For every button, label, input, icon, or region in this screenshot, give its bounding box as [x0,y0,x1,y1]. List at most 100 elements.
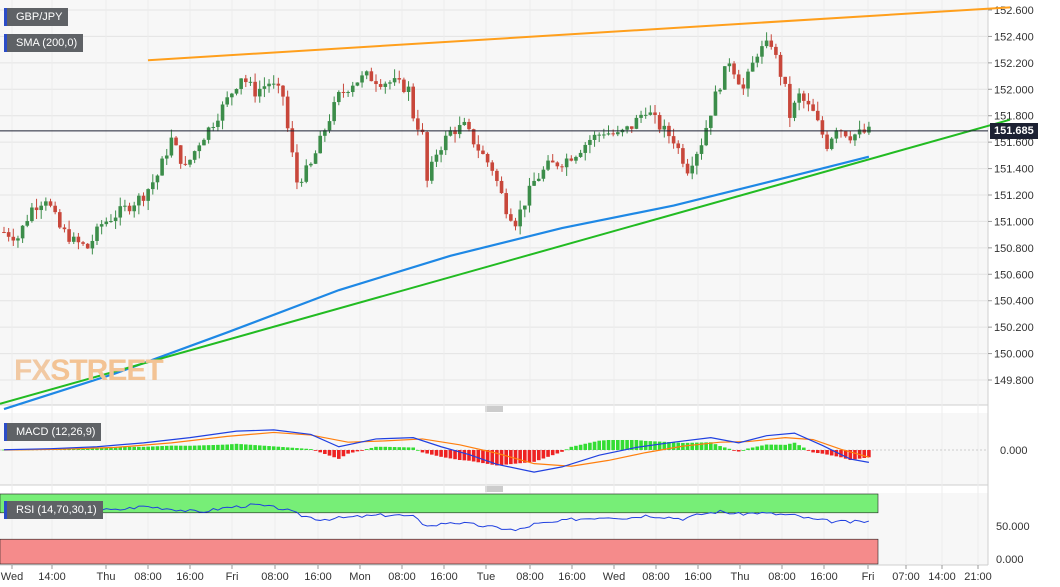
candle-body [318,135,322,154]
macd-histogram-bar [806,450,811,451]
candle-body [476,144,481,151]
macd-histogram-bar [109,447,113,450]
macd-histogram-bar [430,450,434,455]
macd-histogram-bar [402,447,406,450]
macd-histogram-bar [732,450,736,451]
candle-body [718,89,722,92]
candle-body [755,56,760,63]
candle-body [239,78,243,89]
candle-body [6,232,11,237]
current-price-tag: 151.685 [990,123,1038,139]
macd-histogram-bar [323,450,327,454]
candle-body [629,126,634,129]
candle-body [90,240,95,249]
macd-histogram-bar [736,450,741,452]
macd-histogram-bar [513,450,518,464]
macd-histogram-bar [267,446,271,450]
candle-body [746,71,750,89]
candle-body [244,78,248,83]
macd-histogram-bar [690,442,694,450]
symbol-label[interactable]: GBP/JPY [4,8,69,26]
candle-body [750,62,755,72]
candle-body [16,238,20,241]
candle-body [160,158,164,176]
candle-body [774,46,778,55]
macd-histogram-bar [848,450,853,461]
macd-histogram-bar [411,447,415,450]
macd-histogram-bar [523,450,527,463]
macd-histogram-bar [220,444,225,450]
candle-body [848,136,853,141]
candle-body [257,88,262,97]
candle-body [216,120,220,127]
x-tick-label: Fri [862,571,875,583]
candle-body [137,195,141,206]
candle-body [151,182,155,190]
macd-histogram-bar [443,450,448,458]
candle-body [374,81,378,85]
candle-body [323,130,327,136]
candle-body [853,134,857,141]
candle-body [309,163,313,166]
fxstreet-watermark: FXSTREET [14,354,164,388]
candle-body [760,46,764,57]
macd-histogram-bar [378,446,383,450]
macd-histogram-bar [829,450,834,456]
macd-indicator-label[interactable]: MACD (12,26,9) [4,423,102,441]
candle-body [550,160,555,163]
candle-body [202,139,206,146]
candle-body [499,180,504,194]
macd-histogram-bar [713,444,718,450]
macd-histogram-bar [481,450,485,464]
candle-body [71,236,76,242]
candle-body [648,112,653,115]
macd-histogram-bar [257,445,262,450]
candle-body [188,159,192,165]
candle-body [248,81,253,83]
candle-body [99,224,104,227]
sma-indicator-label[interactable]: SMA (200,0) [4,34,84,52]
macd-histogram-bar [304,448,309,450]
candle-body [25,221,30,226]
rsi-indicator-label[interactable]: RSI (14,70,30,1) [4,501,103,519]
macd-histogram-bar [206,445,211,450]
x-tick-label: 07:00 [892,571,920,583]
macd-histogram-bar [583,443,588,450]
macd-histogram-bar [85,448,90,450]
macd-histogram-bar [364,449,369,450]
macd-histogram-bar [811,450,815,453]
macd-histogram-bar [350,450,355,453]
candle-body [541,169,546,179]
candle-body [574,156,578,161]
macd-histogram-bar [169,445,174,450]
macd-histogram-bar [211,444,216,450]
x-tick-label: 16:00 [430,571,458,583]
macd-line [3,429,870,473]
candle-body [397,78,402,80]
macd-histogram-bar [434,450,439,456]
candle-body [109,221,113,223]
macd-histogram-bar [192,445,197,450]
x-tick-label: Wed [603,571,625,583]
macd-histogram-bar [397,447,402,450]
candle-body [271,83,276,85]
candles [2,32,871,255]
y-tick-label: 151.200 [994,190,1034,202]
candle-body [141,195,146,201]
candle-body [337,91,341,103]
macd-histogram-bar [727,448,732,450]
candle-body [225,97,229,105]
macd-histogram-bar [629,439,634,450]
macd-histogram-bar [527,450,532,463]
candle-body [369,71,374,82]
candle-body [392,78,397,83]
candle-body [806,100,811,105]
candle-body [685,163,690,174]
candle-body [169,137,174,156]
candle-body [602,134,606,136]
macd-histogram-bar [285,447,290,450]
candle-body [155,175,160,183]
candle-body [555,162,560,167]
